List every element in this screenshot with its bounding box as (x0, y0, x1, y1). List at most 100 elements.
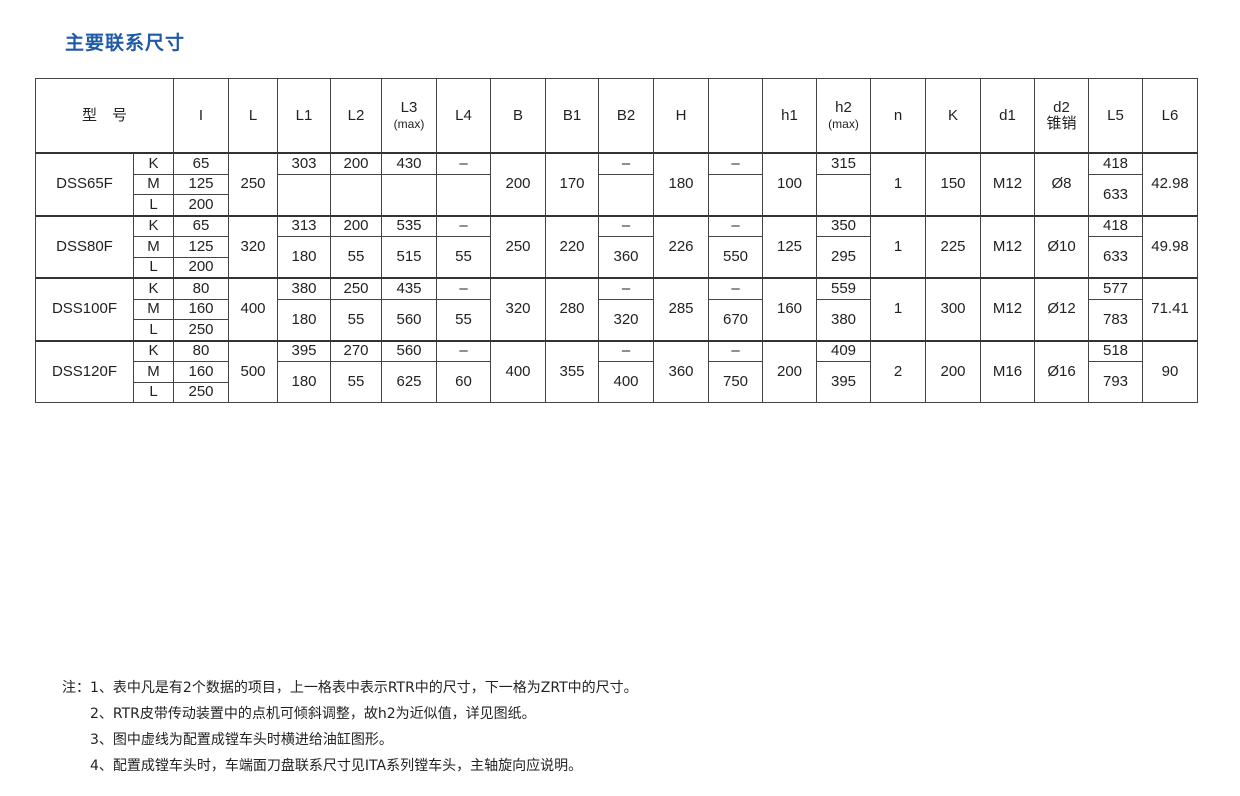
note-3: 3、图中虚线为配置成镗车头时横进给油缸图形。 (90, 732, 393, 748)
L1-upper-cell: 303 (277, 152, 332, 175)
H-cell: 180 (653, 152, 710, 216)
model-cell: DSS65F (35, 152, 134, 216)
unnamed-upper-cell: – (708, 214, 764, 237)
model-cell: DSS80F (35, 214, 134, 279)
I-cell: 80 (173, 277, 230, 300)
variant-cell: M (132, 236, 175, 258)
B1-cell: 355 (545, 339, 600, 403)
I-cell: 200 (173, 194, 230, 216)
header-label: L4 (455, 106, 472, 124)
unnamed-lower-cell: 750 (708, 361, 764, 403)
header-n: n (870, 78, 927, 154)
header-B2: B2 (598, 78, 655, 154)
d2-cell: Ø10 (1034, 214, 1090, 279)
L6-cell: 42.98 (1142, 152, 1199, 216)
L1-upper-cell: 380 (277, 277, 332, 300)
header-model: 型 号 (34, 78, 175, 154)
K-cell: 200 (925, 339, 982, 403)
d1-cell: M12 (980, 277, 1036, 341)
I-cell: 65 (173, 152, 230, 175)
L3-upper-cell: 535 (381, 214, 438, 237)
header-K: K (925, 78, 982, 154)
B1-cell: 170 (545, 152, 600, 216)
h1-cell: 125 (762, 214, 818, 279)
I-cell: 125 (173, 173, 230, 195)
H-cell: 226 (653, 214, 710, 279)
B2-lower-cell: 400 (598, 361, 655, 403)
L2-lower-cell (330, 173, 383, 216)
header-label: h1 (781, 106, 798, 124)
unnamed-upper-cell: – (708, 339, 764, 362)
table-row: 180 55 625 60 400 750 395 793 (36, 361, 1198, 403)
B-cell: 320 (490, 277, 547, 341)
unnamed-upper-cell: – (708, 152, 764, 175)
header-label: d1 (999, 106, 1016, 124)
B2-lower-cell: 360 (598, 236, 655, 279)
h2-lower-cell: 380 (816, 298, 872, 341)
n-cell: 1 (870, 152, 927, 216)
header-h2: h2 (max) (816, 78, 872, 154)
header-L1: L1 (277, 78, 332, 154)
L2-upper-cell: 200 (330, 214, 383, 237)
n-cell: 1 (870, 277, 927, 341)
header-L3: L3 (max) (381, 78, 438, 154)
header-label: B2 (616, 106, 636, 124)
B1-cell: 280 (545, 277, 600, 341)
L4-upper-cell: – (436, 152, 492, 175)
variant-cell: M (132, 173, 175, 195)
header-label: L6 (1161, 106, 1179, 124)
L6-cell: 49.98 (1142, 214, 1199, 279)
header-h1: h1 (762, 78, 818, 154)
L1-lower-cell: 180 (277, 361, 332, 403)
header-H: H (653, 78, 710, 154)
L5-lower-cell: 793 (1088, 361, 1144, 403)
header-B1: B1 (545, 78, 600, 154)
h1-cell: 100 (762, 152, 818, 216)
L2-upper-cell: 250 (330, 277, 383, 300)
header-blank (708, 78, 764, 154)
L1-upper-cell: 313 (277, 214, 332, 237)
header-label: I (198, 106, 204, 124)
header-L2: L2 (330, 78, 383, 154)
I-cell: 200 (173, 256, 230, 279)
B-cell: 250 (490, 214, 547, 279)
L3-lower-cell: 625 (381, 361, 438, 403)
L-cell: 500 (228, 339, 279, 403)
L3-upper-cell: 560 (381, 339, 438, 362)
header-L: L (228, 78, 279, 154)
header-d2: d2 锥销 (1034, 78, 1090, 154)
L4-upper-cell: – (436, 339, 492, 362)
header-L6: L6 (1142, 78, 1199, 154)
H-cell: 360 (653, 339, 710, 403)
L3-upper-cell: 435 (381, 277, 438, 300)
variant-cell: K (132, 339, 175, 362)
header-d1: d1 (980, 78, 1036, 154)
header-sublabel: (max) (828, 116, 859, 131)
B2-upper-cell: – (598, 277, 655, 300)
B2-upper-cell: – (598, 152, 655, 175)
d1-cell: M12 (980, 214, 1036, 279)
note-1: 注：1、表中凡是有2个数据的项目，上一格表中表示RTR中的尺寸，下一格为ZRT中… (62, 680, 638, 696)
h2-lower-cell (816, 173, 872, 216)
L5-upper-cell: 577 (1088, 277, 1144, 300)
L3-lower-cell: 515 (381, 236, 438, 279)
B-cell: 400 (490, 339, 547, 403)
L4-lower-cell: 55 (436, 236, 492, 279)
h2-upper-cell: 315 (816, 152, 872, 175)
header-label: L5 (1107, 106, 1124, 124)
I-cell: 80 (173, 339, 230, 362)
n-cell: 1 (870, 214, 927, 279)
K-cell: 150 (925, 152, 982, 216)
L3-lower-cell (381, 173, 438, 216)
n-cell: 2 (870, 339, 927, 403)
header-label: K (948, 106, 959, 124)
header-label: h2 (835, 98, 852, 116)
variant-cell: L (132, 319, 175, 341)
header-label: B (513, 106, 524, 124)
B1-cell: 220 (545, 214, 600, 279)
h2-lower-cell: 295 (816, 236, 872, 279)
d2-cell: Ø8 (1034, 152, 1090, 216)
L1-lower-cell: 180 (277, 236, 332, 279)
header-L4: L4 (436, 78, 492, 154)
